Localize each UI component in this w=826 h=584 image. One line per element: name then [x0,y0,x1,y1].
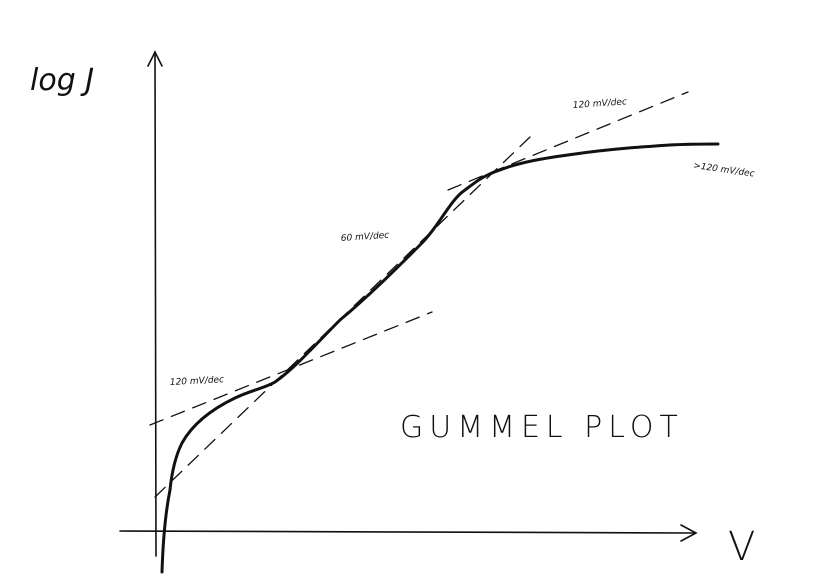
annotation-top-slope: 120 mV/dec [573,97,628,111]
gummel-curve [160,142,720,574]
y-axis-label: log J [30,63,94,98]
annotation-low-slope: 120 mV/dec [170,375,225,388]
x-axis-label: V [728,524,755,570]
annotation-saturation-slope: >120 mV/dec [693,161,756,180]
annotation-mid-slope: 60 mV/dec [341,231,390,244]
plot-title: GUMMEL PLOT [400,410,684,445]
x-axis [119,524,698,542]
high-current-asymptote [447,91,689,191]
y-axis [147,50,163,557]
